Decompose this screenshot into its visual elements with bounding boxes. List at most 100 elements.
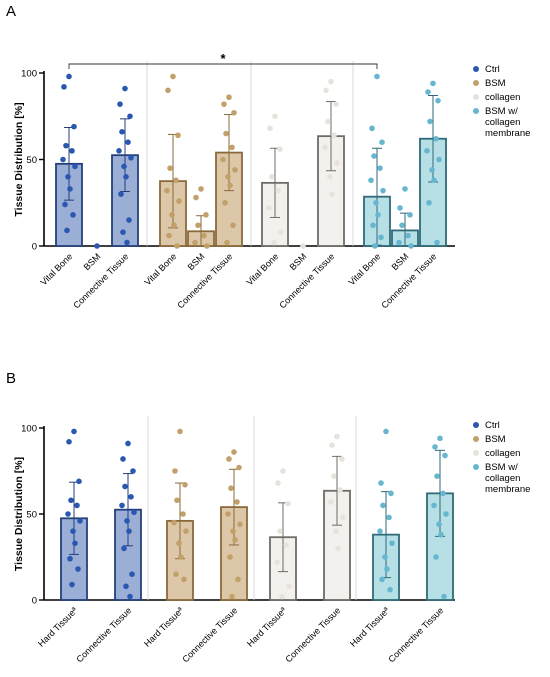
data-point xyxy=(220,156,226,163)
data-point xyxy=(375,212,381,218)
legend-label: collagen xyxy=(485,92,520,103)
data-point xyxy=(72,163,78,170)
data-point xyxy=(267,125,273,132)
panel-label: B xyxy=(6,370,16,387)
data-point xyxy=(325,118,331,125)
data-point xyxy=(222,199,228,206)
data-point xyxy=(177,428,183,435)
data-point xyxy=(64,227,70,234)
data-point xyxy=(121,163,127,170)
data-point xyxy=(169,212,175,218)
x-tick-label: BSM xyxy=(390,251,411,272)
data-point xyxy=(182,481,188,488)
data-point xyxy=(429,167,435,173)
data-point xyxy=(378,234,384,241)
data-point xyxy=(269,174,275,180)
data-point xyxy=(232,537,238,543)
data-point xyxy=(435,97,441,104)
data-point xyxy=(377,165,383,171)
data-point xyxy=(72,540,78,547)
data-point xyxy=(221,101,227,107)
data-point xyxy=(432,444,438,450)
data-point xyxy=(329,191,335,197)
data-point xyxy=(407,212,413,218)
data-point xyxy=(193,194,199,201)
significance-bracket xyxy=(68,63,378,69)
data-point xyxy=(368,177,374,184)
data-point xyxy=(165,87,171,94)
data-point xyxy=(67,555,73,562)
data-point xyxy=(229,593,235,600)
data-point xyxy=(379,576,385,583)
data-point xyxy=(130,468,136,474)
data-point xyxy=(181,576,187,583)
x-tick-label: BSM xyxy=(186,251,207,272)
data-point xyxy=(431,502,437,509)
data-point xyxy=(74,502,80,509)
data-point xyxy=(166,232,172,239)
y-tick-label: 0 xyxy=(32,242,37,253)
data-point xyxy=(280,468,286,474)
data-point xyxy=(223,130,229,137)
legend-label: BSM xyxy=(485,78,506,89)
x-tick-label: Connective Tissue xyxy=(386,605,445,664)
data-point xyxy=(237,521,243,528)
data-point xyxy=(380,502,386,509)
legend-marker xyxy=(473,422,479,428)
data-point xyxy=(201,232,207,239)
data-point xyxy=(117,101,123,107)
legend-label: BSM w/ xyxy=(485,106,518,117)
data-point xyxy=(164,187,170,194)
data-point xyxy=(119,502,125,509)
data-point xyxy=(171,519,177,526)
data-point xyxy=(340,514,346,521)
x-tick-label: Connective Tissue xyxy=(74,605,133,664)
data-point xyxy=(176,540,182,547)
data-point xyxy=(327,174,333,180)
data-point xyxy=(386,514,392,521)
data-point xyxy=(232,167,238,173)
data-point xyxy=(328,499,334,505)
data-point xyxy=(331,132,337,139)
panel-b: B Tissue Distribution [%] 0 50 100 Hard Tissu… xyxy=(6,370,530,664)
x-tick-label: Hard Tissueª xyxy=(36,605,80,649)
data-point xyxy=(266,205,272,211)
data-point xyxy=(274,559,280,565)
data-point xyxy=(167,165,173,171)
data-point xyxy=(60,156,66,163)
data-point xyxy=(371,153,377,159)
data-point xyxy=(69,148,75,154)
data-point xyxy=(225,174,231,180)
data-point xyxy=(425,89,431,95)
data-point xyxy=(227,182,233,189)
data-point xyxy=(333,528,339,534)
data-point xyxy=(122,483,128,490)
data-point xyxy=(128,154,134,161)
significance-marker: * xyxy=(220,51,226,66)
x-tick-label: Vital Bone xyxy=(346,251,382,287)
legend-label: collagen xyxy=(485,117,520,128)
x-tick-label: Connective Tissue xyxy=(175,251,234,310)
data-point xyxy=(337,487,343,493)
data-point xyxy=(405,232,411,239)
data-point xyxy=(431,177,437,184)
data-point xyxy=(124,518,130,524)
data-point xyxy=(71,123,77,130)
data-point xyxy=(178,554,184,560)
legend-label: collagen xyxy=(485,448,520,459)
x-tick-label: Connective Tissue xyxy=(71,251,130,310)
data-point xyxy=(122,85,128,92)
data-point xyxy=(334,160,340,166)
data-point xyxy=(277,146,283,152)
x-tick-label: BSM xyxy=(82,251,103,272)
x-tick-label: Connective Tissue xyxy=(180,605,239,664)
data-point xyxy=(231,449,237,455)
data-point xyxy=(437,435,443,442)
data-point xyxy=(275,187,281,194)
data-point xyxy=(374,73,380,80)
data-point xyxy=(125,139,131,145)
y-tick-label: 0 xyxy=(32,596,37,607)
data-point xyxy=(430,80,436,87)
data-point xyxy=(65,511,71,517)
panel-a: A Tissue Distribution [%] 0 50 100 Vital Bone… xyxy=(6,3,530,310)
